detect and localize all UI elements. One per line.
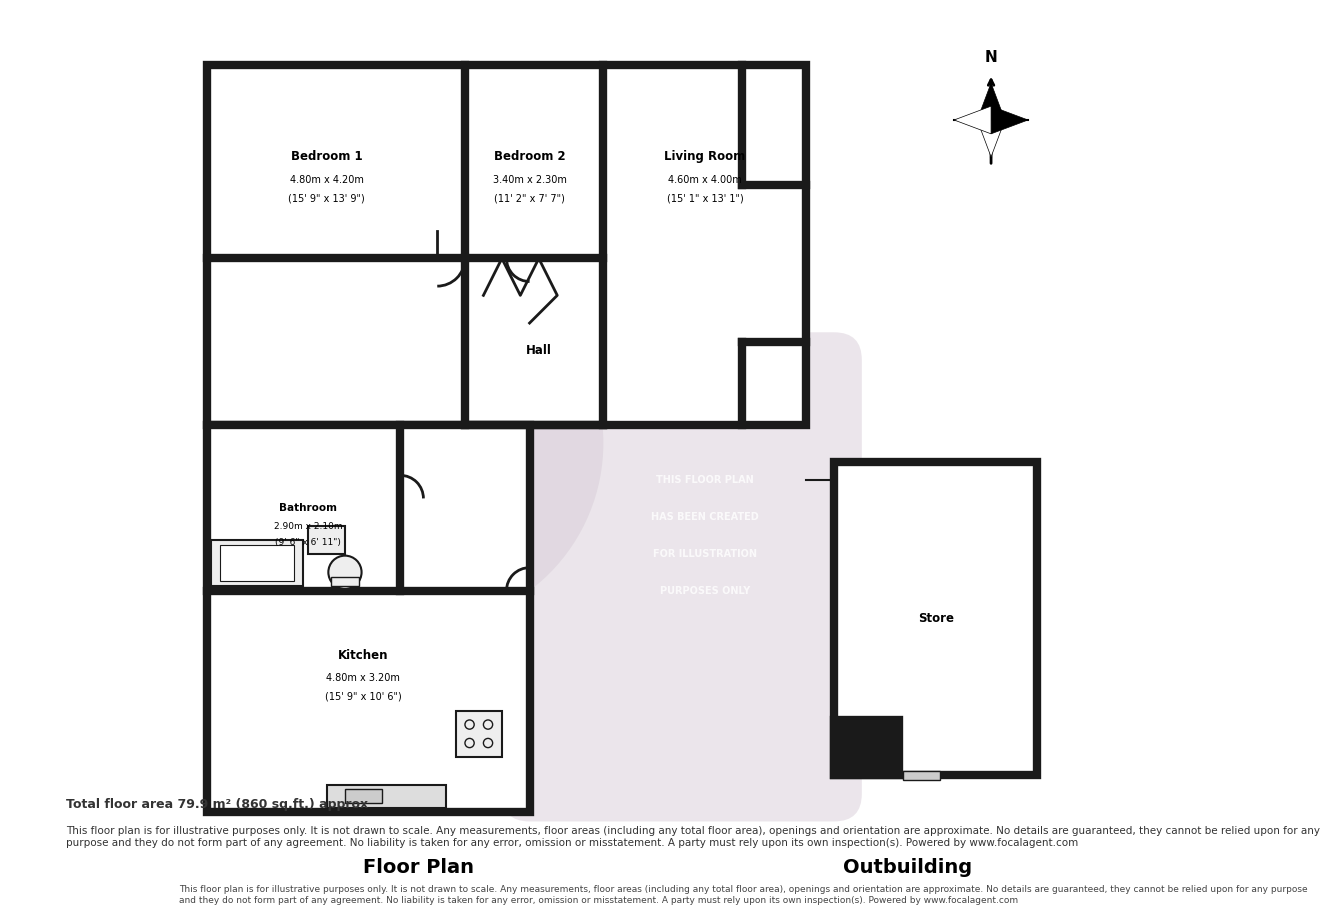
Bar bbox=[345, 789, 381, 803]
Text: (11' 2" x 7' 7"): (11' 2" x 7' 7") bbox=[494, 194, 565, 203]
Text: Bedroom 2: Bedroom 2 bbox=[494, 150, 565, 163]
Text: Store: Store bbox=[917, 612, 953, 625]
Text: FOR ILLUSTRATION: FOR ILLUSTRATION bbox=[653, 549, 756, 558]
Text: Bedroom 1: Bedroom 1 bbox=[290, 150, 362, 163]
Circle shape bbox=[234, 258, 603, 628]
Text: Outbuilding: Outbuilding bbox=[843, 858, 973, 877]
Text: Hall: Hall bbox=[525, 344, 552, 357]
Text: PURPOSES ONLY: PURPOSES ONLY bbox=[660, 586, 750, 595]
Text: HAS BEEN CREATED: HAS BEEN CREATED bbox=[651, 512, 759, 521]
Text: 3.40m x 2.30m: 3.40m x 2.30m bbox=[492, 175, 566, 185]
Text: 4.80m x 3.20m: 4.80m x 3.20m bbox=[326, 674, 400, 683]
Polygon shape bbox=[206, 65, 807, 425]
Text: Bathroom: Bathroom bbox=[279, 503, 337, 512]
Bar bbox=[308, 526, 345, 554]
Bar bbox=[211, 540, 304, 586]
Polygon shape bbox=[834, 720, 899, 775]
FancyBboxPatch shape bbox=[502, 332, 862, 821]
Text: THIS FLOOR PLAN: THIS FLOOR PLAN bbox=[656, 475, 754, 485]
Text: N: N bbox=[985, 50, 998, 65]
Bar bbox=[455, 711, 502, 757]
Polygon shape bbox=[834, 462, 1038, 775]
Text: Living Room: Living Room bbox=[664, 150, 746, 163]
Circle shape bbox=[329, 556, 362, 589]
Polygon shape bbox=[977, 83, 1005, 120]
Text: Floor Plan: Floor Plan bbox=[363, 858, 474, 877]
Polygon shape bbox=[954, 106, 991, 134]
Text: (15' 1" x 13' 1"): (15' 1" x 13' 1") bbox=[667, 194, 743, 203]
Text: Cook: Cook bbox=[366, 403, 436, 427]
Text: Total floor area 79.9 m² (860 sq.ft.) approx: Total floor area 79.9 m² (860 sq.ft.) ap… bbox=[66, 798, 368, 811]
Text: 4.60m x 4.00m: 4.60m x 4.00m bbox=[668, 175, 742, 185]
Text: 4.80m x 4.20m: 4.80m x 4.20m bbox=[289, 175, 363, 185]
Text: Residential: Residential bbox=[366, 473, 436, 486]
Polygon shape bbox=[991, 106, 1028, 134]
Text: (15' 9" x 10' 6"): (15' 9" x 10' 6") bbox=[325, 692, 401, 701]
Text: 2.90m x 2.10m: 2.90m x 2.10m bbox=[273, 521, 342, 531]
Polygon shape bbox=[206, 425, 529, 812]
Text: This floor plan is for illustrative purposes only. It is not drawn to scale. Any: This floor plan is for illustrative purp… bbox=[66, 826, 1320, 847]
Bar bbox=[326, 785, 446, 808]
Bar bbox=[331, 577, 359, 586]
Bar bbox=[220, 545, 294, 581]
Text: (15' 9" x 13' 9"): (15' 9" x 13' 9") bbox=[288, 194, 364, 203]
Bar bbox=[903, 771, 940, 780]
Text: (9' 6" x 6' 11"): (9' 6" x 6' 11") bbox=[275, 538, 341, 547]
Text: Kitchen: Kitchen bbox=[338, 649, 388, 662]
Polygon shape bbox=[977, 120, 1005, 157]
Text: This floor plan is for illustrative purposes only. It is not drawn to scale. Any: This floor plan is for illustrative purp… bbox=[178, 885, 1307, 905]
